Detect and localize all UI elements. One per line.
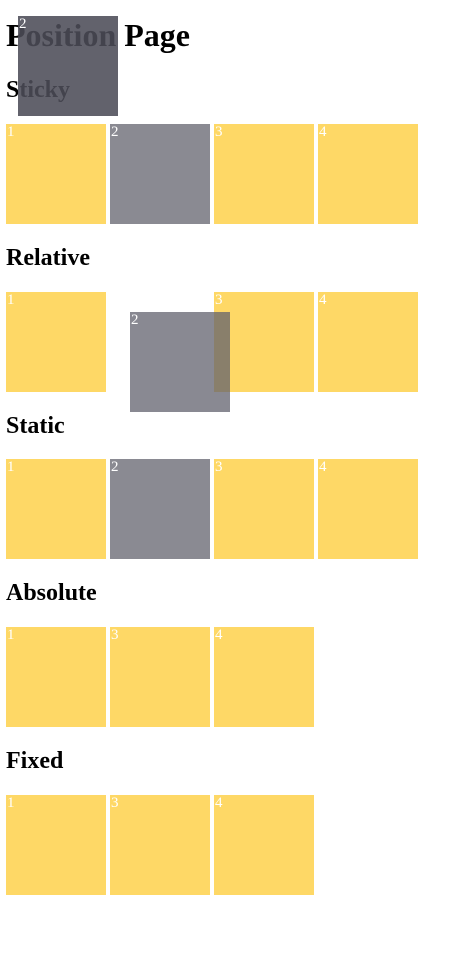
relative-box-2: 2 bbox=[130, 312, 230, 412]
absolute-row: 1 3 4 bbox=[6, 627, 426, 727]
absolute-box-3: 3 bbox=[110, 627, 210, 727]
static-row: 1 2 3 4 bbox=[6, 459, 426, 559]
relative-box-3: 3 bbox=[214, 292, 314, 392]
section-heading-absolute: Absolute bbox=[6, 580, 97, 606]
fixed-box-1: 1 bbox=[6, 795, 106, 895]
section-heading-fixed: Fixed bbox=[6, 748, 64, 774]
static-box-1: 1 bbox=[6, 459, 106, 559]
relative-box-1: 1 bbox=[6, 292, 106, 392]
section-heading-static: Static bbox=[6, 413, 65, 439]
fixed-box-4: 4 bbox=[214, 795, 314, 895]
sticky-box-2-placeholder: 2 bbox=[110, 124, 210, 224]
static-box-3: 3 bbox=[214, 459, 314, 559]
static-box-4: 4 bbox=[318, 459, 418, 559]
absolute-box-4: 4 bbox=[214, 627, 314, 727]
sticky-box-3: 3 bbox=[214, 124, 314, 224]
fixed-row: 1 3 4 bbox=[6, 795, 426, 895]
fixed-box-3: 3 bbox=[110, 795, 210, 895]
sticky-floating-box-2: 2 bbox=[18, 16, 118, 116]
sticky-box-4: 4 bbox=[318, 124, 418, 224]
static-box-2: 2 bbox=[110, 459, 210, 559]
sticky-box-1: 1 bbox=[6, 124, 106, 224]
relative-box-4: 4 bbox=[318, 292, 418, 392]
section-heading-relative: Relative bbox=[6, 245, 90, 271]
sticky-row: 1 2 3 4 bbox=[6, 124, 426, 224]
absolute-box-1: 1 bbox=[6, 627, 106, 727]
relative-row: 1 3 4 2 bbox=[6, 292, 426, 412]
